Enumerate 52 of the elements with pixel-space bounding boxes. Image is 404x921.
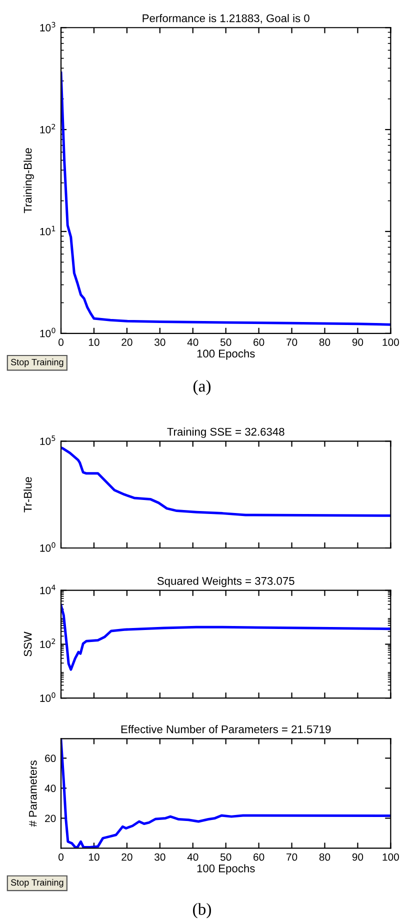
x-tick-label: 50: [220, 853, 232, 861]
x-tick-label: 20: [122, 853, 132, 861]
x-tick-label: 40: [187, 338, 198, 346]
line-series: [61, 738, 391, 848]
x-tick-label: 0: [58, 338, 64, 346]
x-tick-label: 40: [187, 853, 198, 861]
chart-title: Training SSE = 32.6348: [167, 428, 284, 438]
y-tick-label: 10$^{5}$: [40, 436, 56, 445]
x-tick-label: 90: [352, 338, 364, 346]
line-series: [61, 72, 391, 326]
x-tick-label: 70: [286, 338, 298, 346]
y-axis-title: SSW: [24, 632, 32, 656]
x-tick-label: 60: [254, 853, 264, 861]
x-axis-title: 100 Epochs: [197, 864, 255, 875]
chart-title: Performance is 1.21883, Goal is 0: [142, 14, 310, 24]
y-tick-label: 40: [44, 784, 56, 792]
x-tick-label: 100: [382, 338, 399, 346]
y-tick-label: 10$^{0}$: [40, 692, 56, 702]
text: Stop Training: [10, 358, 64, 368]
x-tick-label: 100: [382, 853, 399, 861]
text: (b): [193, 903, 211, 918]
y-tick-label: 20: [45, 814, 56, 822]
x-tick-label: 50: [220, 338, 232, 346]
y-tick-label: 10$^{3}$: [40, 22, 56, 32]
x-tick-label: 20: [122, 338, 132, 346]
y-tick-label: 10$^{0}$: [40, 542, 56, 552]
y-tick-label: 10$^{1}$: [40, 226, 56, 236]
y-tick-label: 10$^{2}$: [40, 124, 56, 134]
x-tick-label: 30: [154, 338, 166, 346]
line-series: [61, 446, 391, 517]
x-tick-label: 30: [154, 853, 166, 861]
chart-title: Effective Number of Parameters = 21.5719: [121, 725, 331, 734]
x-tick-label: 10: [88, 338, 100, 346]
x-tick-label: 60: [254, 338, 264, 346]
y-tick-label: 60: [45, 754, 56, 762]
x-tick-label: 70: [286, 853, 298, 861]
y-tick-label: 10$^{0}$: [40, 328, 56, 338]
y-axis-title: # Parameters: [29, 760, 37, 827]
x-tick-label: 90: [352, 853, 364, 861]
y-axis-title: Tr-Blue: [24, 477, 32, 512]
y-tick-label: 10$^{2}$: [40, 638, 56, 648]
text: Stop Training: [10, 879, 64, 888]
line-series: [61, 604, 391, 671]
y-tick-label: 10$^{4}$: [40, 584, 56, 594]
y-axis-title: Training-Blue: [24, 148, 34, 214]
x-tick-label: 0: [58, 853, 64, 861]
chart-title: Squared Weights = 373.075: [157, 576, 294, 588]
x-tick-label: 80: [319, 853, 330, 861]
text: (a): [193, 380, 211, 396]
x-tick-label: 80: [319, 338, 330, 346]
x-axis-title: 100 Epochs: [197, 349, 255, 360]
x-tick-label: 10: [88, 853, 100, 861]
